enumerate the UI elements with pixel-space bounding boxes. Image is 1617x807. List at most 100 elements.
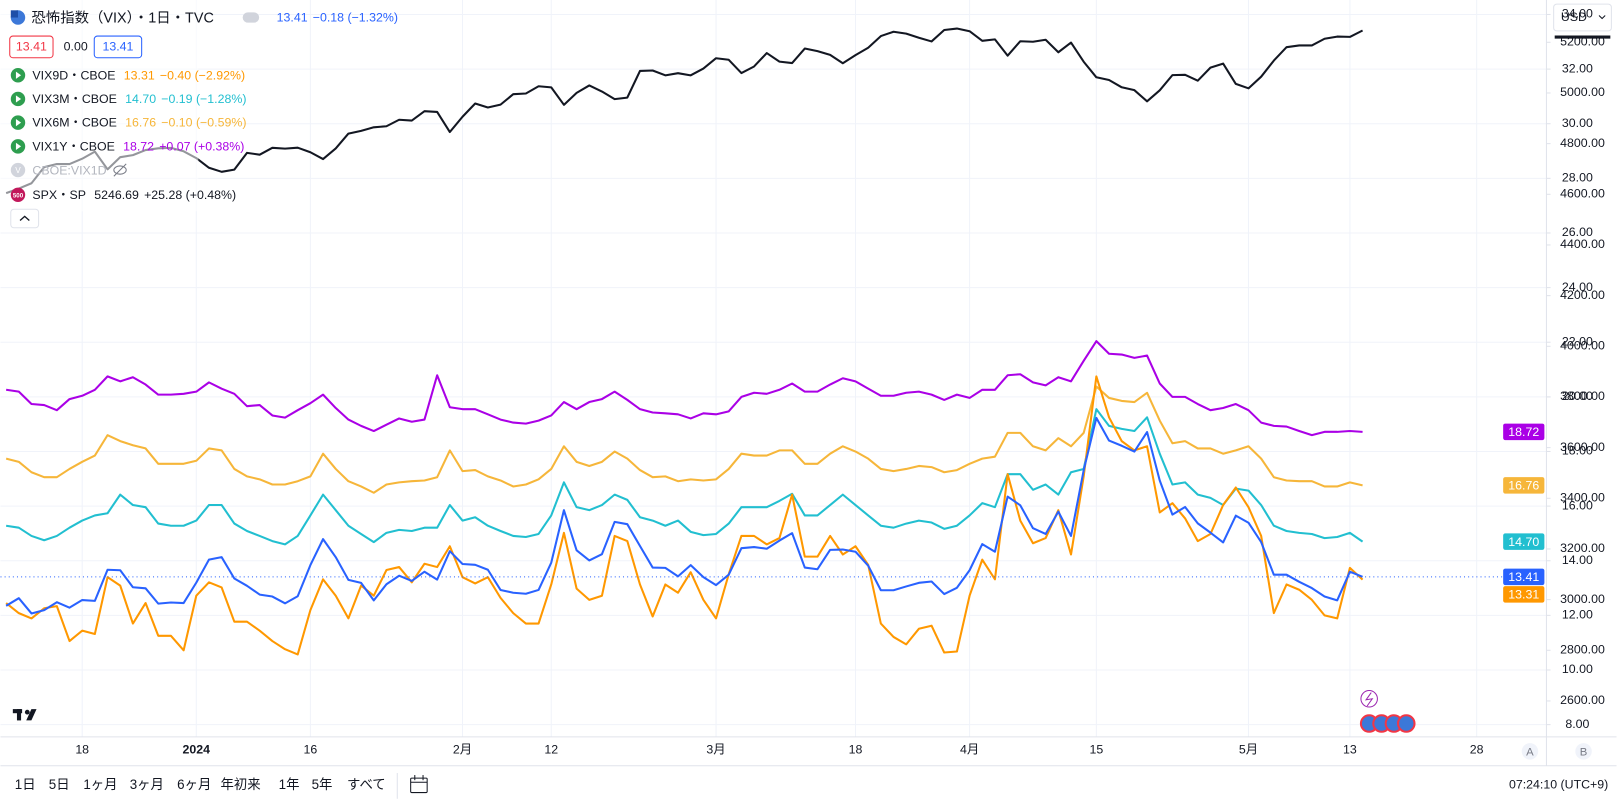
range-button[interactable]: 3ヶ月 <box>130 777 164 792</box>
legend-values: 13.41 −0.18 (−1.32%) <box>277 11 398 25</box>
event-bolt <box>1364 692 1374 707</box>
eye-off-icon[interactable] <box>113 163 127 177</box>
collapse-arrow <box>19 215 30 222</box>
toggle[interactable] <box>242 12 260 23</box>
event-flags[interactable] <box>1359 714 1416 733</box>
legend-name: VIX3M・CBOE <box>32 92 116 106</box>
range-button[interactable]: 年初来 <box>221 777 261 792</box>
x-tick-label: 15 <box>1089 743 1103 757</box>
legend-entry: VIX9D・CBOE 13.31 −0.40 (−2.92%) <box>32 69 245 83</box>
legend-last: 14.70 <box>125 92 156 106</box>
axis-button-label[interactable]: B <box>1580 746 1588 758</box>
price-badge-label: 14.70 <box>1508 535 1539 549</box>
y2-tick-label: 4800.00 <box>1560 136 1605 150</box>
plot <box>0 27 1547 656</box>
y-tick-label: 22.00 <box>1562 335 1593 349</box>
y-tick-label: 28.00 <box>1562 171 1593 185</box>
y-tick-label: 30.00 <box>1562 116 1593 130</box>
series-line <box>5 416 1363 615</box>
y-tick-label: 8.00 <box>1565 717 1589 731</box>
legend-icon-arrow <box>15 95 22 103</box>
price-badge-label: 13.41 <box>1508 570 1539 584</box>
legend-change: +0.07 (+0.38%) <box>159 140 244 154</box>
y2-tick-label: 5200.00 <box>1560 35 1605 49</box>
currency-button[interactable] <box>1553 3 1612 32</box>
x-tick-label: 18 <box>849 743 863 757</box>
legend-entry: VIX6M・CBOE 16.76 −0.10 (−0.59%) <box>32 116 246 130</box>
axis-button[interactable] <box>1521 743 1539 760</box>
y2-tick-label: 4400.00 <box>1560 237 1605 251</box>
legend-icon-arrow <box>15 71 22 79</box>
x-tick-label: 12 <box>544 743 558 757</box>
x-tick-label: 2月 <box>453 743 472 757</box>
y-tick-label: 24.00 <box>1562 280 1593 294</box>
range-button[interactable]: 6ヶ月 <box>177 777 211 792</box>
legend-entry: VIX1Y・CBOE 18.72 +0.07 (+0.38%) <box>32 140 244 154</box>
legend-icon-arrow <box>15 142 22 150</box>
x-tick-label: 5月 <box>1239 743 1258 757</box>
spread: 0.00 <box>64 40 88 54</box>
y2-tick-label: 3400.00 <box>1560 491 1605 505</box>
axis-button[interactable] <box>1575 743 1592 760</box>
sell-box[interactable] <box>9 35 54 59</box>
clock[interactable]: 07:24:10 (UTC+9) <box>1509 778 1608 792</box>
currency-arrow <box>1598 15 1606 20</box>
x-tick-label: 2024 <box>183 743 211 757</box>
currency-label[interactable]: USD <box>1561 10 1587 24</box>
legend-icon <box>10 187 26 203</box>
price-badge <box>1503 568 1545 586</box>
range-button[interactable]: すべて <box>347 777 386 792</box>
collapse-button[interactable] <box>10 208 40 229</box>
legend-last: 13.41 <box>277 11 308 25</box>
x-tick-label: 13 <box>1343 743 1357 757</box>
flag-canton <box>10 10 18 18</box>
tv-logo <box>12 709 37 721</box>
sell-price[interactable]: 13.41 <box>16 40 47 54</box>
legend-name: VIX6M・CBOE <box>32 116 116 130</box>
y2-tick-label: 2600.00 <box>1560 693 1605 707</box>
buy-price[interactable]: 13.41 <box>102 40 133 54</box>
y2-tick-label: 4200.00 <box>1560 288 1605 302</box>
legend-change: +25.28 (+0.48%) <box>144 188 236 202</box>
legend-icon-text: 500 <box>13 192 24 199</box>
legend-change: −0.40 (−2.92%) <box>160 69 245 83</box>
y2-tick-label: 4000.00 <box>1560 339 1605 353</box>
range-button[interactable]: 1日 <box>15 777 36 792</box>
price-badge <box>1503 423 1545 441</box>
x-tick-label: 4月 <box>960 743 979 757</box>
y-tick-label: 10.00 <box>1562 662 1593 676</box>
x-tick-label: 18 <box>75 743 89 757</box>
legend-last: 13.31 <box>124 69 155 83</box>
calendar-icon[interactable] <box>410 775 428 794</box>
range-button[interactable]: 1ヶ月 <box>83 777 117 792</box>
y-tick-label: 20.00 <box>1562 389 1593 403</box>
grid <box>0 0 1547 737</box>
legend-change: −0.18 (−1.32%) <box>313 11 398 25</box>
x-tick-label: 28 <box>1470 743 1484 757</box>
y-tick-label: 32.00 <box>1562 61 1593 75</box>
range-button[interactable]: 5日 <box>49 777 70 792</box>
y-tick-label: 16.00 <box>1562 498 1593 512</box>
legend-entry: SPX・SP 5246.69 +25.28 (+0.48%) <box>32 188 236 202</box>
legend-name: SPX・SP <box>32 188 86 202</box>
price-badge-label: 16.76 <box>1508 479 1539 493</box>
price-badge-label: 13.31 <box>1508 588 1539 602</box>
x-tick-label: 3月 <box>706 743 725 757</box>
hidden-series-icon-text: V <box>15 166 21 175</box>
buy-box[interactable] <box>93 35 143 59</box>
hidden-series-name: CBOE:VIX1D <box>32 163 106 177</box>
legend-last: 18.72 <box>123 140 154 154</box>
series-line <box>5 385 1363 494</box>
axis-button-label[interactable]: A <box>1526 746 1534 758</box>
range-button[interactable]: 1年 <box>279 777 300 792</box>
x-tick-label: 16 <box>304 743 318 757</box>
y2-tick-label: 4600.00 <box>1560 187 1605 201</box>
y-tick-label: 12.00 <box>1562 608 1593 622</box>
range-button[interactable]: 5年 <box>312 777 333 792</box>
legend-name: VIX1Y・CBOE <box>32 140 114 154</box>
y2-tick-label: 3200.00 <box>1560 541 1605 555</box>
series-line <box>5 340 1363 437</box>
